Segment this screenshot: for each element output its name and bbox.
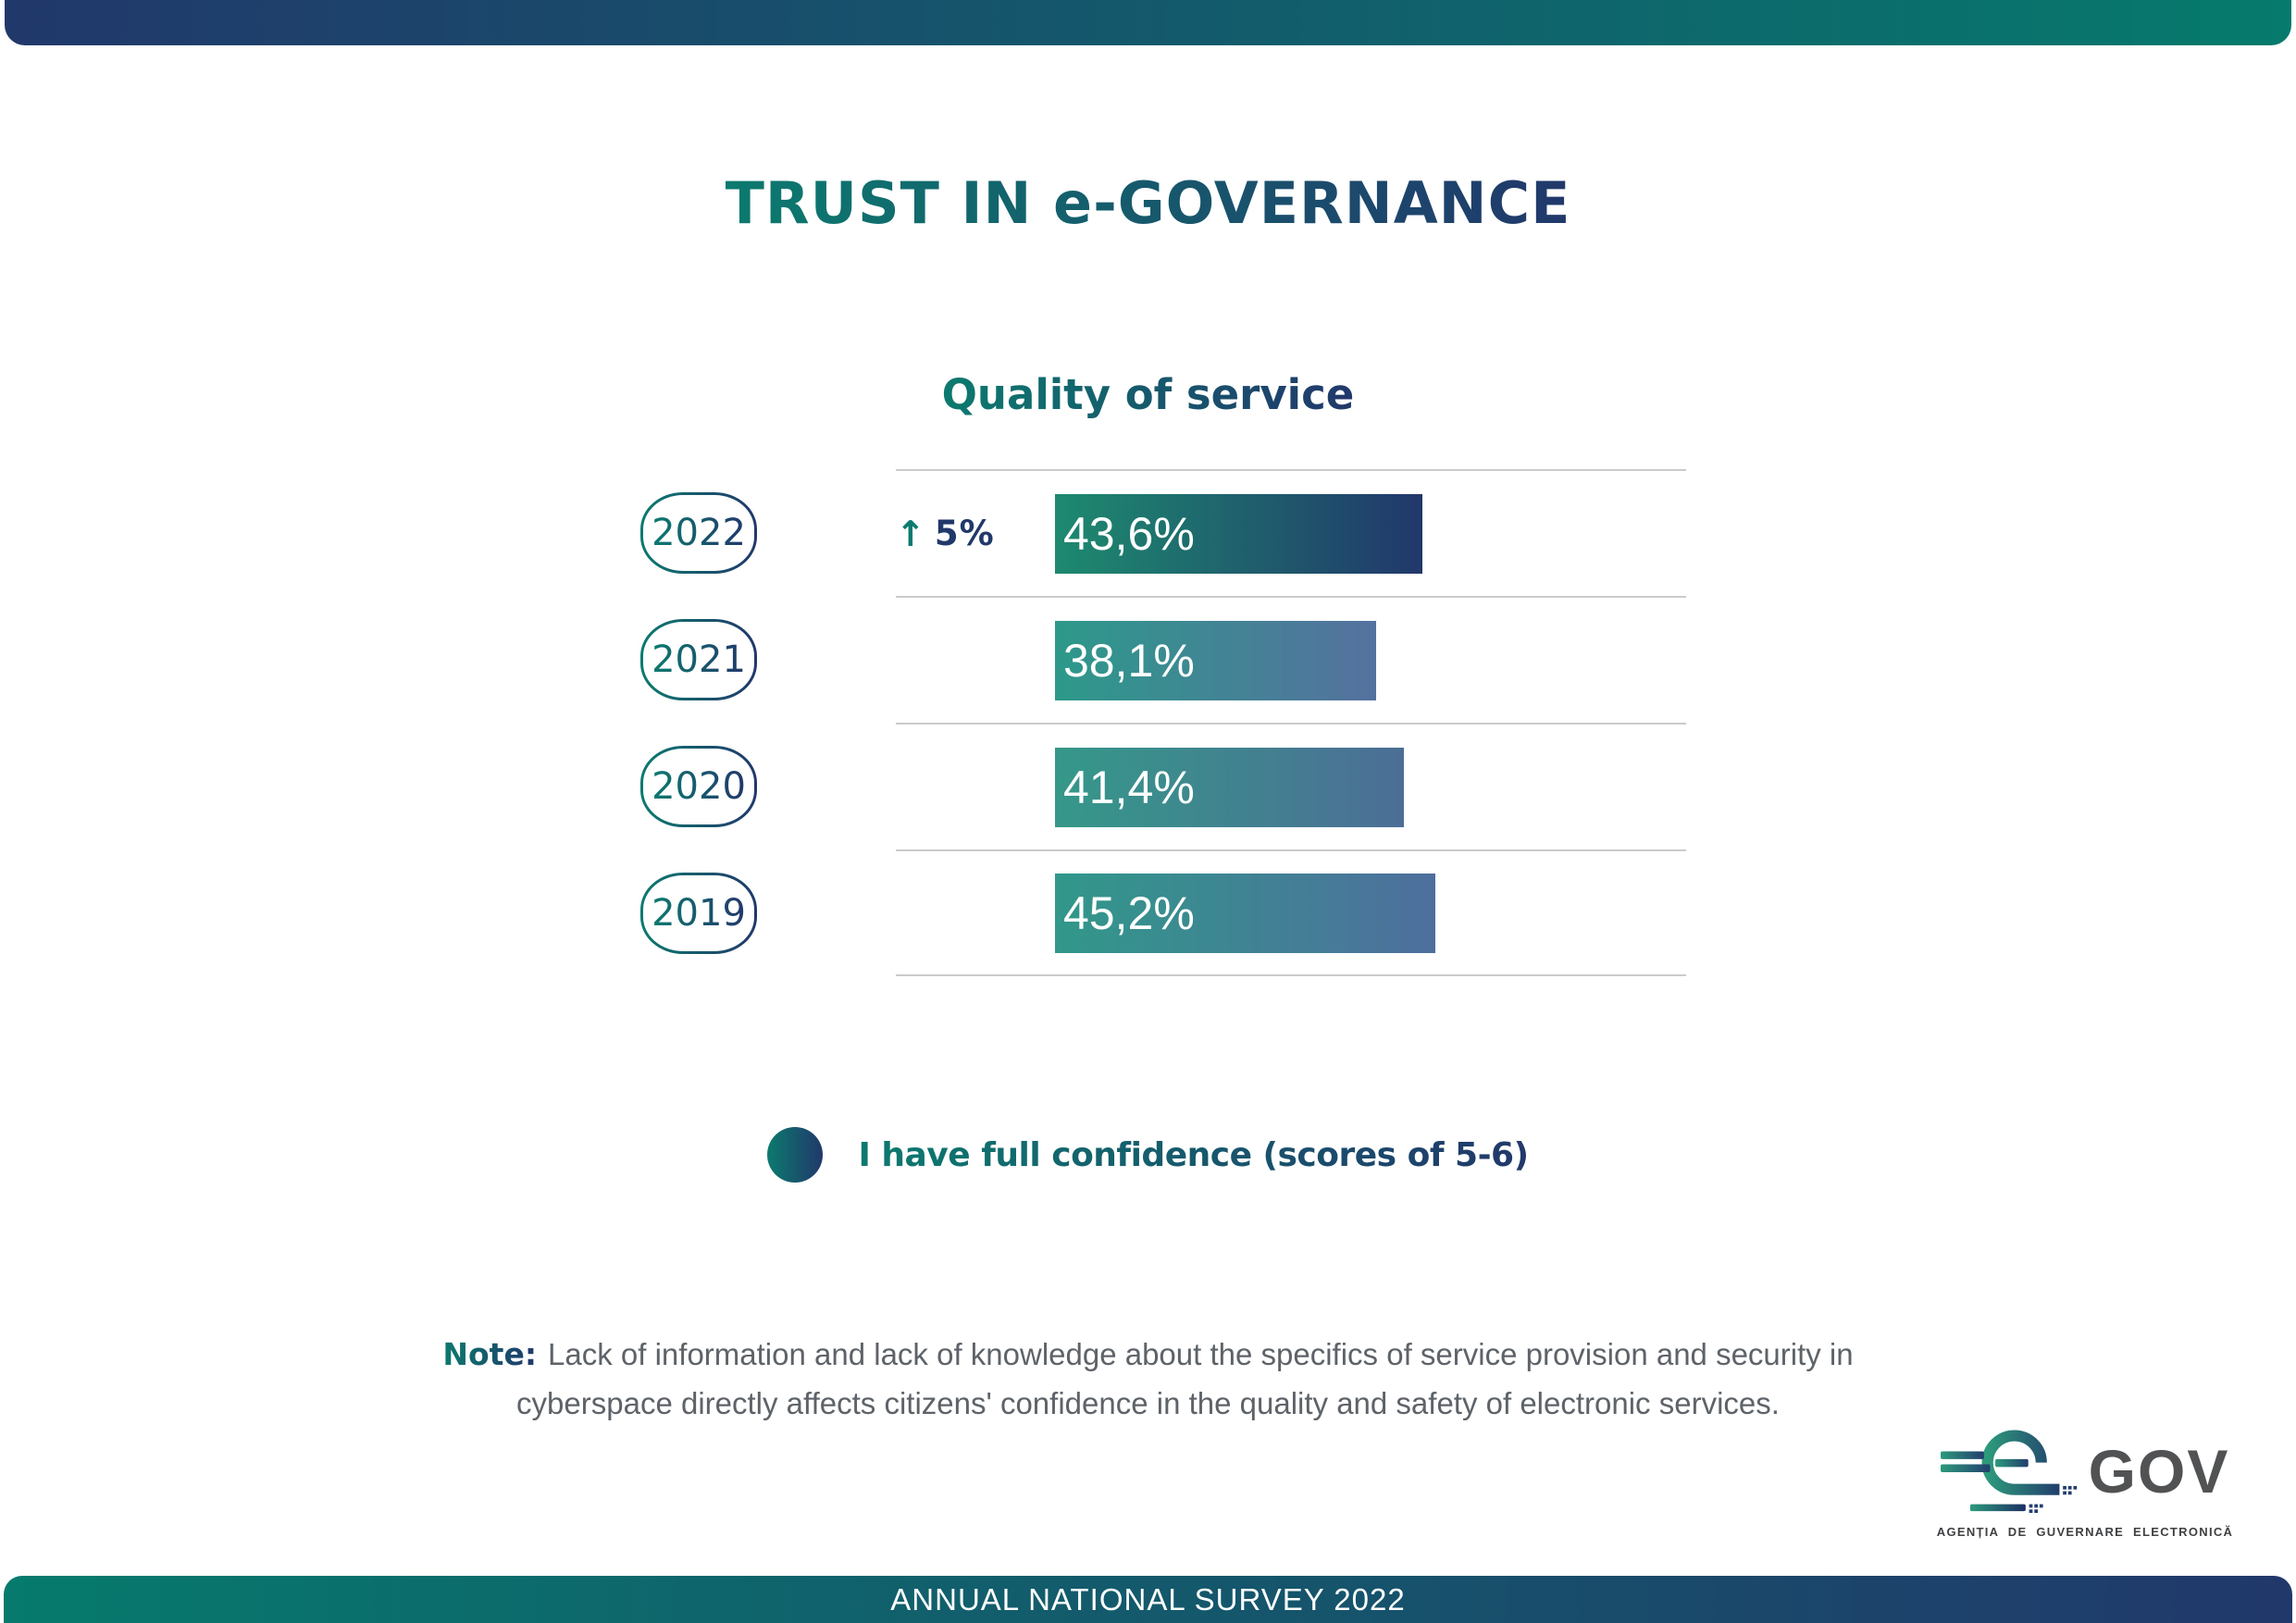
chart-title-text: Quality of service bbox=[941, 370, 1355, 419]
year-pill-inner: 2021 bbox=[643, 621, 754, 698]
gov-wordmark: GOV bbox=[2088, 1437, 2230, 1505]
up-arrow-icon: ↑ bbox=[896, 513, 925, 554]
year-pill-cell: 2019 bbox=[640, 849, 757, 976]
year-pill-2019: 2019 bbox=[640, 872, 757, 954]
year-axis: 2022 2021 2020 2019 bbox=[640, 469, 757, 976]
year-pill-cell: 2022 bbox=[640, 469, 757, 596]
year-pill-inner: 2020 bbox=[643, 748, 754, 824]
note-prefix: Note: bbox=[442, 1331, 537, 1380]
bar-value-label: 45,2% bbox=[1063, 886, 1195, 939]
value-bar-2020: 41,4% bbox=[1055, 747, 1404, 827]
footer-text: ANNUAL NATIONAL SURVEY 2022 bbox=[890, 1581, 1406, 1617]
bar-chart: 2022 2021 2020 2019 ↑ bbox=[640, 469, 1686, 976]
note-text-1: Lack of information and lack of knowledg… bbox=[548, 1337, 1854, 1371]
value-bar-2019: 45,2% bbox=[1055, 873, 1435, 953]
year-pill-inner: 2022 bbox=[643, 494, 754, 571]
egov-logo: GOV AGENȚIA DE GUVERNARE ELECTRONICĂ bbox=[1928, 1425, 2242, 1539]
egov-mark-icon bbox=[1940, 1430, 2077, 1513]
legend-dot-icon bbox=[767, 1127, 824, 1183]
page-title-text: TRUST IN e-GOVERNANCE bbox=[725, 169, 1571, 237]
year-label: 2019 bbox=[652, 891, 746, 935]
bar-value-label: 38,1% bbox=[1063, 634, 1195, 687]
bar-row-2020: 41,4% bbox=[896, 723, 1686, 849]
year-pill-2022: 2022 bbox=[640, 491, 757, 574]
note-line-2: cyberspace directly affects citizens' co… bbox=[516, 1385, 1780, 1420]
chart-title: Quality of service bbox=[0, 370, 2296, 419]
year-pill-cell: 2020 bbox=[640, 723, 757, 849]
value-bar-2021: 38,1% bbox=[1055, 620, 1376, 700]
page-title: TRUST IN e-GOVERNANCE bbox=[0, 169, 2296, 237]
delta-annotation: ↑ 5% bbox=[896, 514, 1055, 554]
footer-bar: ANNUAL NATIONAL SURVEY 2022 bbox=[4, 1576, 2292, 1623]
note-block: Note: Lack of information and lack of kno… bbox=[0, 1331, 2296, 1429]
top-gradient-bar bbox=[5, 0, 2291, 45]
legend: I have full confidence (scores of 5-6) bbox=[0, 1127, 2296, 1183]
bar-row-2019: 45,2% bbox=[896, 849, 1686, 976]
year-pill-2021: 2021 bbox=[640, 618, 757, 700]
bar-row-2022: ↑ 5% 43,6% bbox=[896, 469, 1686, 596]
year-label: 2022 bbox=[652, 511, 746, 554]
year-pill-cell: 2021 bbox=[640, 596, 757, 723]
year-pill-2020: 2020 bbox=[640, 745, 757, 827]
note-line-1: Note: Lack of information and lack of kno… bbox=[0, 1331, 2296, 1380]
value-bar-2022: 43,6% bbox=[1055, 493, 1422, 574]
logo-tagline: AGENȚIA DE GUVERNARE ELECTRONICĂ bbox=[1936, 1525, 2234, 1539]
bar-value-label: 41,4% bbox=[1063, 761, 1195, 813]
year-label: 2021 bbox=[652, 638, 746, 681]
plot-area: ↑ 5% 43,6% 38,1% bbox=[896, 469, 1686, 976]
bar-value-label: 43,6% bbox=[1063, 507, 1195, 560]
year-pill-inner: 2019 bbox=[643, 874, 754, 951]
egov-logo-row: GOV bbox=[1928, 1425, 2242, 1518]
bar-row-2021: 38,1% bbox=[896, 596, 1686, 723]
year-label: 2020 bbox=[652, 764, 746, 808]
legend-label: I have full confidence (scores of 5-6) bbox=[858, 1135, 1529, 1174]
delta-value: 5% bbox=[934, 514, 995, 553]
